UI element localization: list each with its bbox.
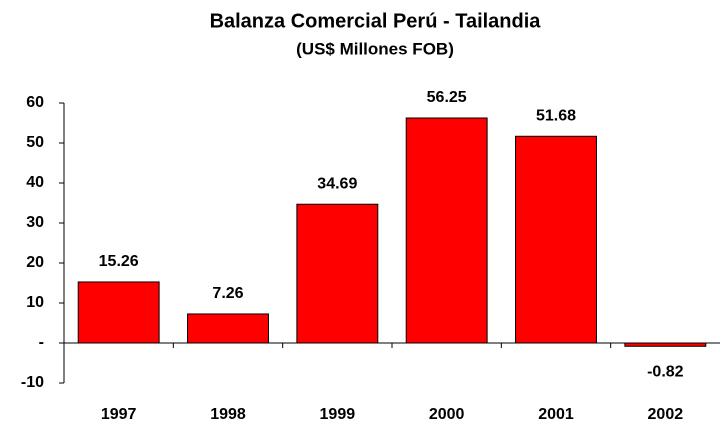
y-tick-label: -10	[21, 374, 44, 391]
data-label: 56.25	[427, 89, 467, 106]
data-label: -0.82	[647, 363, 684, 380]
y-tick-label: 20	[26, 254, 44, 271]
data-label: 34.69	[317, 175, 357, 192]
data-label: 7.26	[212, 285, 243, 302]
y-tick-label: 10	[26, 294, 44, 311]
y-tick-label: 30	[26, 214, 44, 231]
x-tick-label: 1997	[101, 406, 137, 423]
chart-subtitle: (US$ Millones FOB)	[296, 39, 454, 58]
x-tick-label: 2001	[538, 406, 574, 423]
data-label: 51.68	[536, 107, 576, 124]
y-tick-label: -	[39, 334, 44, 351]
x-tick-label: 2002	[648, 406, 684, 423]
y-tick-label: 50	[26, 134, 44, 151]
y-tick-label: 60	[26, 94, 44, 111]
x-tick-label: 1999	[320, 406, 356, 423]
x-tick-label: 1998	[210, 406, 246, 423]
chart-title: Balanza Comercial Perú - Tailandia	[210, 10, 542, 32]
bar	[77, 281, 160, 344]
bar	[187, 313, 269, 344]
data-label: 15.26	[99, 253, 139, 270]
y-tick-label: 40	[26, 174, 44, 191]
bar	[296, 203, 379, 344]
bar	[405, 117, 488, 344]
bar	[515, 135, 597, 344]
x-tick-label: 2000	[429, 406, 465, 423]
